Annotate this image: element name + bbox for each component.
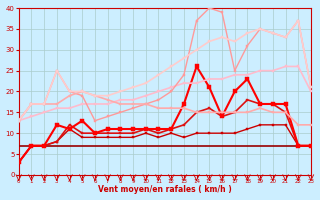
X-axis label: Vent moyen/en rafales ( km/h ): Vent moyen/en rafales ( km/h ) [98,185,232,194]
